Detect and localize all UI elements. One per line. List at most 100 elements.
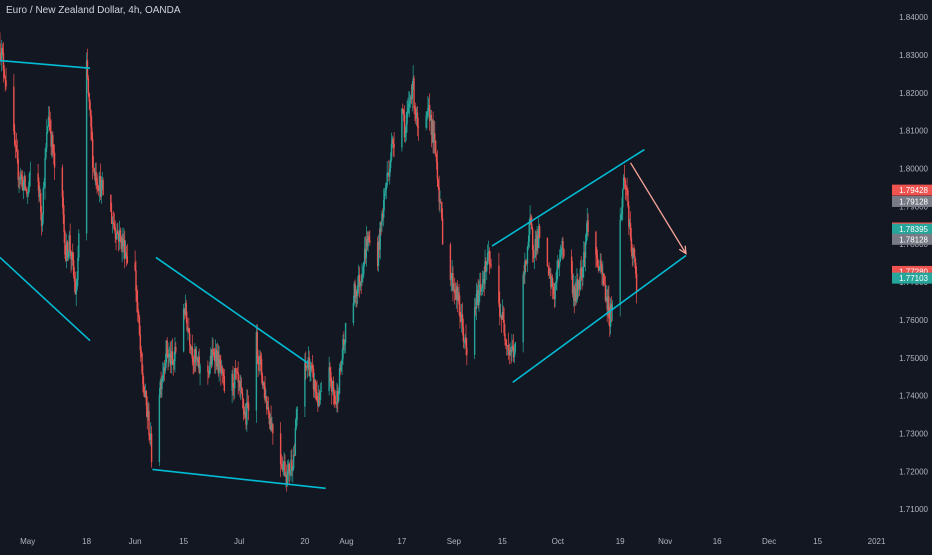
candle-body bbox=[362, 273, 364, 277]
candle-body bbox=[90, 110, 92, 128]
candle-body bbox=[344, 342, 346, 345]
candle-body bbox=[294, 428, 297, 456]
candle-body bbox=[266, 396, 268, 410]
candle-body bbox=[216, 351, 219, 367]
candle-body bbox=[428, 104, 431, 121]
candle-body bbox=[528, 221, 530, 242]
candle-body bbox=[143, 384, 145, 392]
price-label-badge bbox=[892, 265, 932, 277]
candle-body bbox=[260, 355, 262, 360]
price-label-badge bbox=[892, 184, 932, 196]
candle-body bbox=[318, 392, 321, 401]
candle-body bbox=[547, 266, 549, 268]
candle-body bbox=[199, 365, 201, 374]
candle-body bbox=[340, 363, 342, 371]
candle-body bbox=[240, 387, 243, 393]
trendline-4[interactable] bbox=[152, 468, 326, 490]
candle-body bbox=[143, 391, 146, 397]
candle-body bbox=[513, 351, 516, 358]
price-axis[interactable]: 1.71000 1.72000 1.73000 1.74000 1.75000 1.760… bbox=[892, 13, 932, 514]
price-tick-label: 1.71000 bbox=[899, 505, 928, 514]
candle-body bbox=[382, 213, 384, 218]
candle-body bbox=[47, 116, 50, 127]
trendline-2[interactable] bbox=[0, 256, 91, 342]
candle-body bbox=[524, 261, 526, 276]
candle-body bbox=[161, 378, 163, 390]
price-label-text: 1.78395 bbox=[899, 225, 928, 234]
candle-body bbox=[431, 119, 433, 135]
candle-body bbox=[319, 392, 322, 401]
candle-body bbox=[146, 405, 148, 418]
candle-body bbox=[621, 207, 623, 215]
candle-body bbox=[401, 108, 403, 148]
candle-body bbox=[158, 394, 161, 463]
candle-body bbox=[473, 307, 476, 355]
candle-body bbox=[609, 318, 611, 327]
candle-body bbox=[500, 315, 503, 320]
candle-body bbox=[69, 235, 71, 252]
candle-body bbox=[436, 161, 439, 180]
candle-body bbox=[88, 93, 90, 102]
candle-body bbox=[457, 292, 459, 301]
trendline-3[interactable] bbox=[155, 256, 309, 365]
trendline-1[interactable] bbox=[0, 59, 91, 69]
candle-body bbox=[393, 143, 395, 148]
candle-body bbox=[313, 379, 316, 390]
candle-body bbox=[124, 240, 126, 259]
time-axis[interactable]: May 18 Jun 15 Jul 20 Aug 17 Sep 15 Oct 19 Nov 16 Dec 15… bbox=[20, 537, 886, 546]
candle-body bbox=[44, 158, 46, 188]
candle-body bbox=[525, 261, 527, 264]
price-label-badge bbox=[892, 233, 932, 245]
candle-body bbox=[196, 358, 199, 362]
candle-body bbox=[429, 114, 432, 121]
candle-body bbox=[499, 303, 501, 317]
candle-body bbox=[434, 140, 437, 155]
candle-body bbox=[409, 96, 412, 102]
candle-body bbox=[149, 434, 151, 440]
candle-body bbox=[573, 286, 575, 302]
candle-body bbox=[78, 233, 80, 258]
candle-body bbox=[634, 256, 636, 263]
time-tick-label: 18 bbox=[82, 537, 91, 546]
candle-body bbox=[526, 246, 529, 264]
candle-body bbox=[162, 374, 164, 379]
candle-body bbox=[331, 381, 334, 392]
candle-body bbox=[25, 189, 27, 191]
candle-body bbox=[460, 314, 463, 322]
drawings-layer[interactable] bbox=[0, 59, 687, 490]
candle-body bbox=[486, 264, 488, 272]
candle-body bbox=[192, 358, 194, 362]
candle-body bbox=[449, 244, 452, 281]
candle-body bbox=[48, 116, 51, 121]
candle-body bbox=[112, 222, 115, 224]
candle-body bbox=[67, 251, 70, 258]
candle-body bbox=[571, 273, 574, 294]
candle-body bbox=[454, 292, 457, 300]
candle-body bbox=[501, 312, 504, 320]
candle-body bbox=[197, 356, 200, 362]
candle-body bbox=[563, 248, 565, 257]
candle-body bbox=[510, 349, 512, 353]
candle-body bbox=[50, 131, 52, 147]
candle-body bbox=[242, 399, 245, 410]
candle-body bbox=[356, 291, 358, 296]
candle-body bbox=[195, 358, 198, 360]
candle-body bbox=[76, 279, 78, 289]
candle-body bbox=[310, 365, 312, 371]
candle-body bbox=[65, 241, 68, 261]
trendline-6[interactable] bbox=[491, 148, 645, 247]
candle-body bbox=[572, 286, 575, 294]
candle-body bbox=[635, 262, 637, 274]
candle-body bbox=[596, 258, 599, 267]
projection-arrow[interactable] bbox=[629, 162, 687, 254]
candle-body bbox=[339, 368, 342, 371]
candle-body bbox=[191, 346, 193, 359]
candle-body bbox=[353, 283, 355, 304]
projection-arrow-head bbox=[678, 245, 687, 255]
candle-body bbox=[579, 268, 582, 290]
candle-body bbox=[213, 351, 215, 358]
price-tick-label: 1.81000 bbox=[899, 127, 928, 136]
trendline-5[interactable] bbox=[512, 254, 687, 384]
